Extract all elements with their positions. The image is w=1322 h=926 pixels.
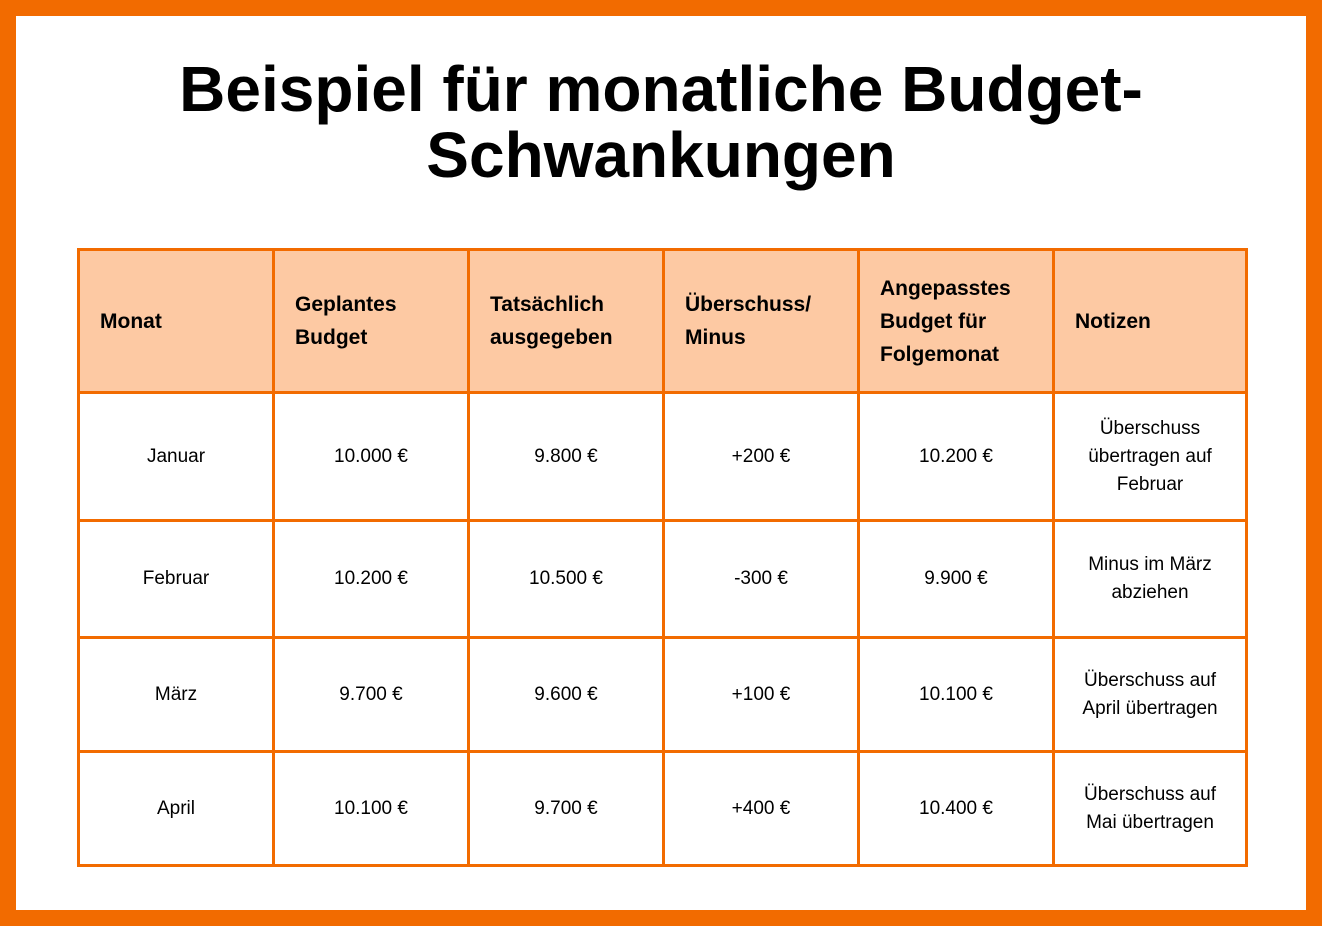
- cell-geplant: 10.000 €: [272, 391, 470, 522]
- cell-geplant: 10.200 €: [272, 519, 470, 639]
- cell-geplant: 10.100 €: [272, 750, 470, 867]
- table-header-row: Monat Geplantes Budget Tatsächlich ausge…: [77, 248, 1248, 394]
- cell-angepasst: 10.100 €: [857, 636, 1055, 753]
- cell-differenz: +200 €: [662, 391, 860, 522]
- cell-monat: März: [77, 636, 275, 753]
- cell-notiz: Überschuss auf April übertragen: [1052, 636, 1248, 753]
- cell-angepasst: 10.400 €: [857, 750, 1055, 867]
- cell-geplant: 9.700 €: [272, 636, 470, 753]
- cell-differenz: +400 €: [662, 750, 860, 867]
- table-row: Januar 10.000 € 9.800 € +200 € 10.200 € …: [77, 391, 1248, 522]
- cell-notiz: Überschuss auf Mai übertragen: [1052, 750, 1248, 867]
- cell-differenz: +100 €: [662, 636, 860, 753]
- cell-angepasst: 9.900 €: [857, 519, 1055, 639]
- cell-differenz: -300 €: [662, 519, 860, 639]
- cell-angepasst: 10.200 €: [857, 391, 1055, 522]
- header-tatsaechlich-ausgegeben: Tatsächlich ausgegeben: [467, 248, 665, 394]
- header-monat: Monat: [77, 248, 275, 394]
- cell-notiz: Minus im März abziehen: [1052, 519, 1248, 639]
- cell-ausgegeben: 9.600 €: [467, 636, 665, 753]
- header-geplantes-budget: Geplantes Budget: [272, 248, 470, 394]
- page-title: Beispiel für monatliche Budget-Schwankun…: [179, 53, 1143, 191]
- table-row: April 10.100 € 9.700 € +400 € 10.400 € Ü…: [77, 750, 1248, 867]
- header-notizen: Notizen: [1052, 248, 1248, 394]
- table-row: März 9.700 € 9.600 € +100 € 10.100 € Übe…: [77, 636, 1248, 753]
- cell-ausgegeben: 10.500 €: [467, 519, 665, 639]
- table-row: Februar 10.200 € 10.500 € -300 € 9.900 €…: [77, 519, 1248, 639]
- cell-monat: April: [77, 750, 275, 867]
- budget-table: Monat Geplantes Budget Tatsächlich ausge…: [77, 248, 1248, 867]
- cell-ausgegeben: 9.800 €: [467, 391, 665, 522]
- cell-notiz: Überschuss übertragen auf Februar: [1052, 391, 1248, 522]
- cell-monat: Januar: [77, 391, 275, 522]
- cell-ausgegeben: 9.700 €: [467, 750, 665, 867]
- cell-monat: Februar: [77, 519, 275, 639]
- header-angepasstes-budget: Angepasstes Budget für Folgemonat: [857, 248, 1055, 394]
- header-ueberschuss-minus: Überschuss/ Minus: [662, 248, 860, 394]
